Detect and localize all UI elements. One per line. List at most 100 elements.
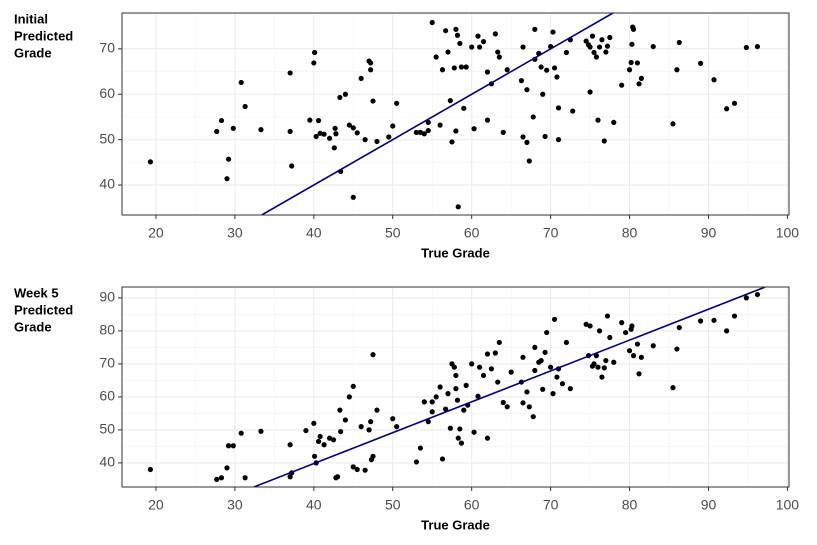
point bbox=[548, 364, 554, 370]
x-tick-label: 30 bbox=[227, 225, 243, 241]
y-tick-label: 50 bbox=[99, 421, 115, 437]
x-tick-label: 20 bbox=[148, 225, 164, 241]
point bbox=[311, 60, 317, 66]
point bbox=[538, 357, 544, 364]
point bbox=[603, 357, 609, 364]
point bbox=[492, 350, 498, 356]
y-axis-label: Grade bbox=[14, 45, 52, 60]
x-tick-label: 70 bbox=[543, 225, 559, 241]
point bbox=[445, 49, 451, 55]
point bbox=[670, 385, 676, 391]
point bbox=[386, 134, 392, 140]
point bbox=[619, 320, 625, 326]
x-tick-label: 70 bbox=[543, 497, 559, 513]
point bbox=[457, 426, 463, 432]
point bbox=[433, 394, 439, 400]
point bbox=[619, 82, 625, 88]
point bbox=[484, 117, 491, 123]
x-tick-label: 40 bbox=[306, 225, 322, 241]
point bbox=[551, 65, 558, 71]
point bbox=[731, 313, 738, 319]
point bbox=[224, 465, 230, 471]
point bbox=[670, 121, 676, 127]
x-tick-label: 30 bbox=[227, 497, 243, 513]
point bbox=[417, 129, 423, 135]
point bbox=[520, 44, 526, 50]
y-tick-label: 60 bbox=[99, 388, 115, 404]
point bbox=[317, 433, 323, 440]
point bbox=[526, 158, 532, 164]
point bbox=[520, 134, 526, 140]
point bbox=[458, 440, 465, 446]
point bbox=[346, 122, 352, 128]
point bbox=[634, 60, 641, 66]
y-axis-label: Predicted bbox=[14, 302, 73, 317]
point bbox=[630, 353, 637, 359]
point bbox=[626, 348, 633, 354]
point bbox=[455, 435, 461, 441]
point bbox=[599, 374, 605, 380]
y-tick-label: 40 bbox=[99, 176, 115, 192]
point bbox=[524, 87, 530, 93]
point bbox=[595, 364, 601, 370]
point bbox=[555, 105, 562, 111]
point bbox=[312, 49, 318, 56]
point bbox=[630, 26, 637, 32]
x-tick-label: 50 bbox=[385, 497, 401, 513]
point bbox=[587, 323, 593, 329]
point bbox=[697, 60, 704, 66]
point bbox=[390, 416, 396, 422]
point bbox=[674, 346, 680, 352]
point bbox=[596, 44, 603, 50]
point bbox=[374, 407, 380, 413]
point bbox=[445, 391, 451, 397]
point bbox=[607, 334, 613, 341]
point bbox=[676, 39, 682, 46]
point bbox=[607, 34, 613, 41]
point bbox=[638, 354, 644, 360]
point bbox=[504, 404, 510, 410]
point bbox=[225, 443, 232, 449]
point bbox=[321, 442, 327, 448]
point bbox=[711, 317, 717, 323]
point bbox=[495, 49, 501, 55]
point bbox=[315, 438, 322, 445]
point bbox=[332, 125, 338, 131]
point bbox=[421, 399, 427, 405]
point bbox=[454, 397, 461, 403]
x-tick-label: 90 bbox=[701, 225, 717, 241]
point bbox=[358, 424, 364, 430]
point bbox=[495, 379, 501, 385]
point bbox=[429, 399, 435, 405]
point bbox=[532, 344, 538, 350]
point bbox=[331, 145, 337, 151]
point bbox=[390, 123, 396, 129]
point bbox=[333, 131, 339, 137]
point bbox=[542, 133, 548, 140]
point bbox=[303, 427, 309, 434]
point bbox=[374, 138, 380, 145]
point bbox=[476, 44, 483, 50]
point bbox=[447, 425, 453, 431]
point bbox=[443, 28, 449, 34]
point bbox=[417, 445, 423, 451]
point bbox=[550, 29, 556, 35]
point bbox=[443, 406, 449, 412]
point bbox=[350, 194, 356, 200]
point bbox=[457, 40, 463, 47]
point bbox=[312, 453, 318, 459]
point bbox=[469, 361, 475, 367]
point bbox=[743, 44, 749, 51]
point bbox=[439, 456, 446, 462]
x-tick-label: 90 bbox=[701, 497, 717, 513]
point bbox=[317, 130, 323, 136]
point bbox=[480, 372, 487, 379]
point bbox=[544, 329, 550, 336]
point bbox=[394, 424, 400, 430]
point bbox=[589, 33, 596, 39]
point bbox=[471, 429, 477, 435]
point bbox=[461, 105, 467, 111]
point bbox=[368, 67, 374, 73]
point bbox=[451, 364, 457, 370]
point bbox=[587, 89, 593, 95]
